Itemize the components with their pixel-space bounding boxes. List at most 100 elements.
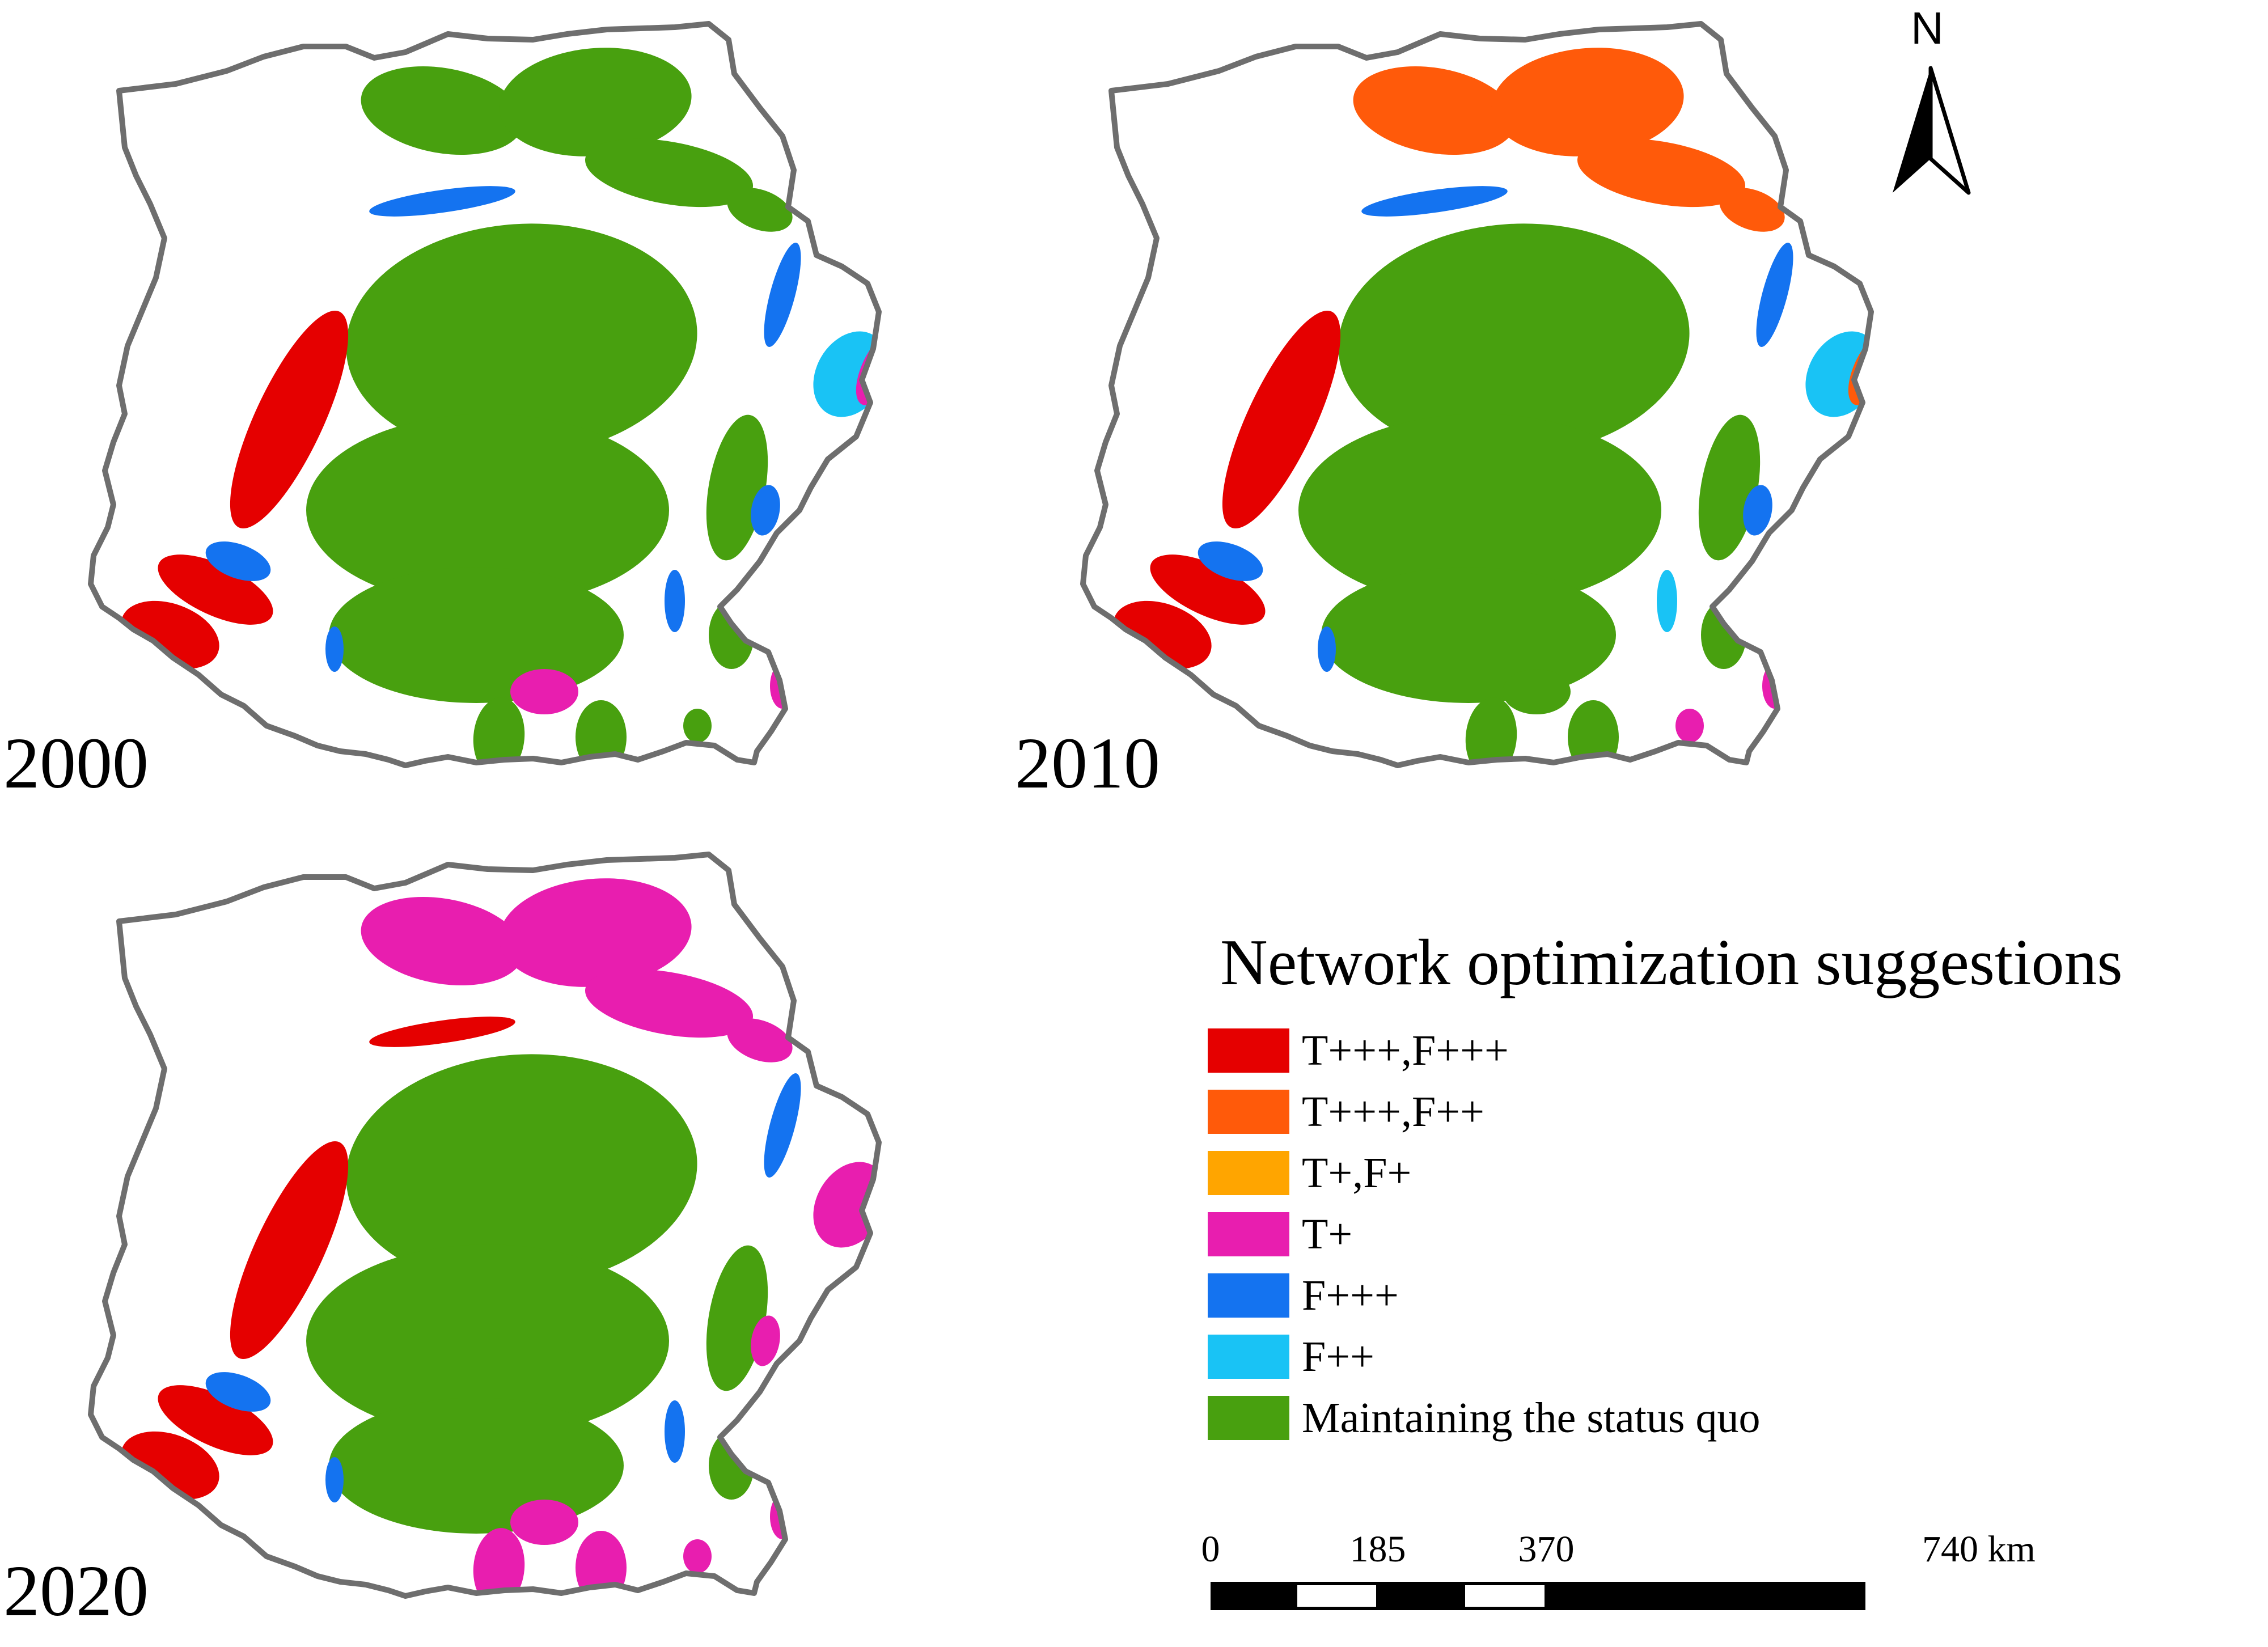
zone-f- xyxy=(1743,485,1772,536)
zone-t- xyxy=(473,1528,525,1596)
zone-f- xyxy=(813,331,879,417)
legend-label: T+ xyxy=(1302,1210,1353,1258)
zone-t- xyxy=(576,1531,627,1596)
legend-item: T+++,F++ xyxy=(1208,1087,1484,1136)
zone-maintaining-the-status-quo xyxy=(306,1244,669,1437)
zone-t-f- xyxy=(1719,188,1785,232)
legend-label: T+++,F++ xyxy=(1302,1087,1484,1136)
zone-t-f- xyxy=(1150,554,1266,625)
zone-maintaining-the-status-quo xyxy=(499,48,692,156)
zone-f- xyxy=(751,485,780,536)
legend-item: T+,F+ xyxy=(1208,1149,1411,1197)
zone-maintaining-the-status-quo xyxy=(1701,601,1746,669)
zone-f- xyxy=(369,186,515,217)
zone-maintaining-the-status-quo xyxy=(1465,697,1517,765)
zone-maintaining-the-status-quo xyxy=(329,567,624,703)
zone-maintaining-the-status-quo xyxy=(1321,567,1616,703)
region-map-2020 xyxy=(88,852,882,1599)
zone-t-f- xyxy=(369,1017,515,1047)
scale-segment xyxy=(1211,1582,1296,1610)
year-label-2010: 2010 xyxy=(1015,723,1160,803)
zone-maintaining-the-status-quo xyxy=(799,1466,833,1505)
zone-f- xyxy=(764,243,801,347)
zone-t- xyxy=(510,1500,578,1545)
scale-tick-740: 740 km xyxy=(1922,1529,2036,1570)
zone-maintaining-the-status-quo xyxy=(361,66,524,155)
scale-segment xyxy=(1378,1582,1463,1610)
legend-swatch xyxy=(1208,1396,1289,1440)
optimization-zones xyxy=(121,48,879,765)
zone-t-f- xyxy=(811,680,833,709)
scale-segment xyxy=(1294,1582,1380,1610)
zone-t- xyxy=(751,1315,780,1366)
legend-swatch xyxy=(1208,1028,1289,1073)
legend: Network optimization suggestions T+++,F+… xyxy=(1208,918,2262,1463)
legend-label: F++ xyxy=(1302,1332,1374,1381)
zone-t- xyxy=(683,1539,712,1573)
map-panel-2020 xyxy=(79,852,987,1647)
zone-maintaining-the-status-quo xyxy=(473,697,525,765)
zone-maintaining-the-status-quo xyxy=(346,1054,697,1288)
zone-t-f- xyxy=(230,1141,349,1360)
zone-t-f- xyxy=(1809,522,1854,544)
zone-f- xyxy=(799,635,833,675)
zone-t- xyxy=(499,878,692,987)
zone-f- xyxy=(325,1457,344,1502)
zone-f- xyxy=(1756,243,1793,347)
legend-item: T+++,F+++ xyxy=(1208,1026,1509,1075)
zone-f- xyxy=(1657,570,1677,632)
zone-f- xyxy=(665,1400,685,1463)
zone-maintaining-the-status-quo xyxy=(709,601,754,669)
zone-t- xyxy=(361,896,524,986)
legend-label: Maintaining the status quo xyxy=(1302,1394,1761,1442)
zone-maintaining-the-status-quo xyxy=(1568,700,1619,765)
zone-maintaining-the-status-quo xyxy=(329,1398,624,1534)
legend-label: T+++,F+++ xyxy=(1302,1026,1509,1074)
scale-bar: 0 185 370 740 km xyxy=(1196,1529,2036,1616)
zone-t- xyxy=(813,1162,879,1248)
scale-segment xyxy=(1462,1582,1548,1610)
region-boundary xyxy=(88,21,882,768)
zone-t-f- xyxy=(1577,138,1746,208)
zone-maintaining-the-status-quo xyxy=(683,709,712,743)
region-boundary xyxy=(88,852,882,1599)
zone-t- xyxy=(816,1352,862,1375)
zone-maintaining-the-status-quo xyxy=(1298,414,1661,607)
scale-segment xyxy=(1546,1582,1865,1610)
zone-t- xyxy=(811,1511,833,1539)
zone-f- xyxy=(205,1372,271,1412)
optimization-zones xyxy=(1113,48,1871,765)
legend-item: F+++ xyxy=(1208,1271,1399,1320)
north-letter: N xyxy=(1911,3,1944,53)
region-boundary xyxy=(1080,21,1874,768)
map-panel-2010 xyxy=(1072,21,1979,816)
scale-tick-0: 0 xyxy=(1201,1529,1220,1570)
optimization-zones xyxy=(121,878,879,1596)
zone-maintaining-the-status-quo xyxy=(576,700,627,765)
zone-t-f- xyxy=(1803,680,1826,709)
zone-maintaining-the-status-quo xyxy=(1503,669,1571,714)
zone-t-f- xyxy=(816,522,862,544)
zone-f- xyxy=(1198,541,1263,581)
zone-t-f- xyxy=(1491,48,1684,156)
zone-t-f- xyxy=(1353,66,1516,155)
zone-f- xyxy=(1318,626,1336,672)
zone-f- xyxy=(325,626,344,672)
zone-maintaining-the-status-quo xyxy=(727,188,793,232)
legend-item: Maintaining the status quo xyxy=(1208,1394,1760,1442)
region-map-2010 xyxy=(1080,21,1874,768)
zone-maintaining-the-status-quo xyxy=(1338,223,1690,457)
zone-t- xyxy=(510,669,578,714)
scale-tick-185: 185 xyxy=(1349,1529,1406,1570)
legend-item: F++ xyxy=(1208,1332,1374,1381)
zone-t-f- xyxy=(158,554,273,625)
zone-f- xyxy=(1361,186,1508,217)
legend-swatch xyxy=(1208,1151,1289,1195)
north-arrow-icon xyxy=(1893,66,1971,195)
legend-swatch xyxy=(1208,1335,1289,1379)
zone-f- xyxy=(764,1073,801,1178)
zone-f- xyxy=(1792,635,1826,675)
year-label-2000: 2000 xyxy=(3,723,149,803)
zone-t-f- xyxy=(230,310,349,529)
legend-swatch xyxy=(1208,1212,1289,1256)
